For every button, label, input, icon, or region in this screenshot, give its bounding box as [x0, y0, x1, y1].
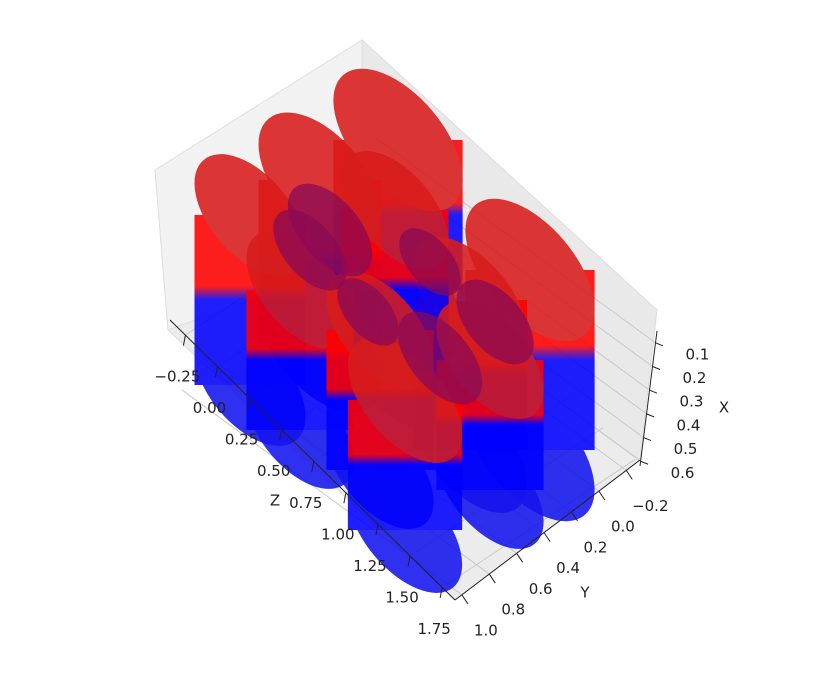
y-tick-label: 0.0: [611, 518, 635, 536]
tick-mark: [247, 398, 251, 409]
tick-mark: [375, 524, 379, 535]
z-tick-label: 0.50: [257, 462, 290, 480]
z-tick-label: 0.75: [289, 494, 322, 512]
cylinders: [194, 68, 595, 593]
tick-mark: [543, 532, 551, 542]
cylinder-top: [333, 68, 463, 212]
cylinder-top: [347, 337, 463, 463]
x-axis-label: X: [719, 399, 729, 417]
z-tick-label: −0.25: [154, 368, 200, 386]
z-tick-label: 1.25: [353, 557, 386, 575]
tick-mark: [643, 437, 652, 442]
y-axis-line: [454, 459, 641, 601]
tick-mark: [407, 555, 411, 567]
inner-disk: [399, 228, 461, 296]
tick-mark: [461, 594, 469, 605]
cylinder: [347, 337, 463, 593]
x-tick-label: 0.3: [680, 393, 704, 411]
x-tick-label: 0.5: [674, 440, 698, 458]
y-tick-label: 1.0: [474, 621, 498, 639]
tick-mark: [598, 490, 606, 501]
tick-mark: [571, 511, 578, 522]
x-tick-label: 0.6: [671, 464, 695, 482]
tick-mark: [488, 573, 496, 584]
cylinder-top: [246, 231, 354, 349]
inner-disk: [273, 209, 347, 291]
inner-disk: [397, 311, 483, 405]
axes: −0.25 0.00 0.25 0.50 0.75 1.00 1.25 1.50 1.75 −0.…: [154, 319, 710, 639]
z-tick-label: 0.25: [225, 431, 258, 449]
tick-mark: [343, 492, 347, 504]
y-tick-label: 0.4: [556, 559, 580, 577]
inner-disk: [287, 183, 373, 277]
z-tick-label: 1.75: [417, 620, 450, 638]
tick-mark: [625, 470, 633, 480]
z-axis-label: Z: [270, 492, 280, 510]
y-tick-label: −0.2: [632, 497, 668, 515]
tick-mark: [439, 587, 443, 598]
z-tick-label: 0.00: [193, 399, 226, 417]
tick-mark: [655, 342, 664, 347]
tick-mark: [646, 413, 655, 418]
inner-disk: [456, 279, 534, 365]
cylinder-top: [436, 301, 544, 419]
tick-mark: [649, 389, 658, 394]
z-tick-label: 1.00: [321, 525, 354, 543]
tick-mark: [182, 335, 186, 346]
z-tick-label: 1.50: [385, 588, 418, 606]
tick-mark: [640, 460, 649, 465]
y-tick-label: 0.6: [529, 580, 553, 598]
x-tick-label: 0.2: [683, 369, 707, 387]
tick-mark: [279, 429, 283, 441]
tick-mark: [516, 553, 524, 563]
tick-mark: [311, 461, 315, 472]
tick-mark: [652, 366, 661, 370]
y-axis-label: Y: [579, 584, 590, 602]
x-axis-line: [639, 330, 658, 467]
y-tick-label: 0.8: [501, 601, 525, 619]
x-tick-label: 0.1: [686, 345, 710, 363]
inner-disk: [337, 278, 399, 346]
cylinder-top: [465, 198, 595, 342]
tick-mark: [215, 366, 218, 378]
x-tick-label: 0.4: [677, 416, 701, 434]
y-tick-label: 0.2: [584, 538, 608, 556]
